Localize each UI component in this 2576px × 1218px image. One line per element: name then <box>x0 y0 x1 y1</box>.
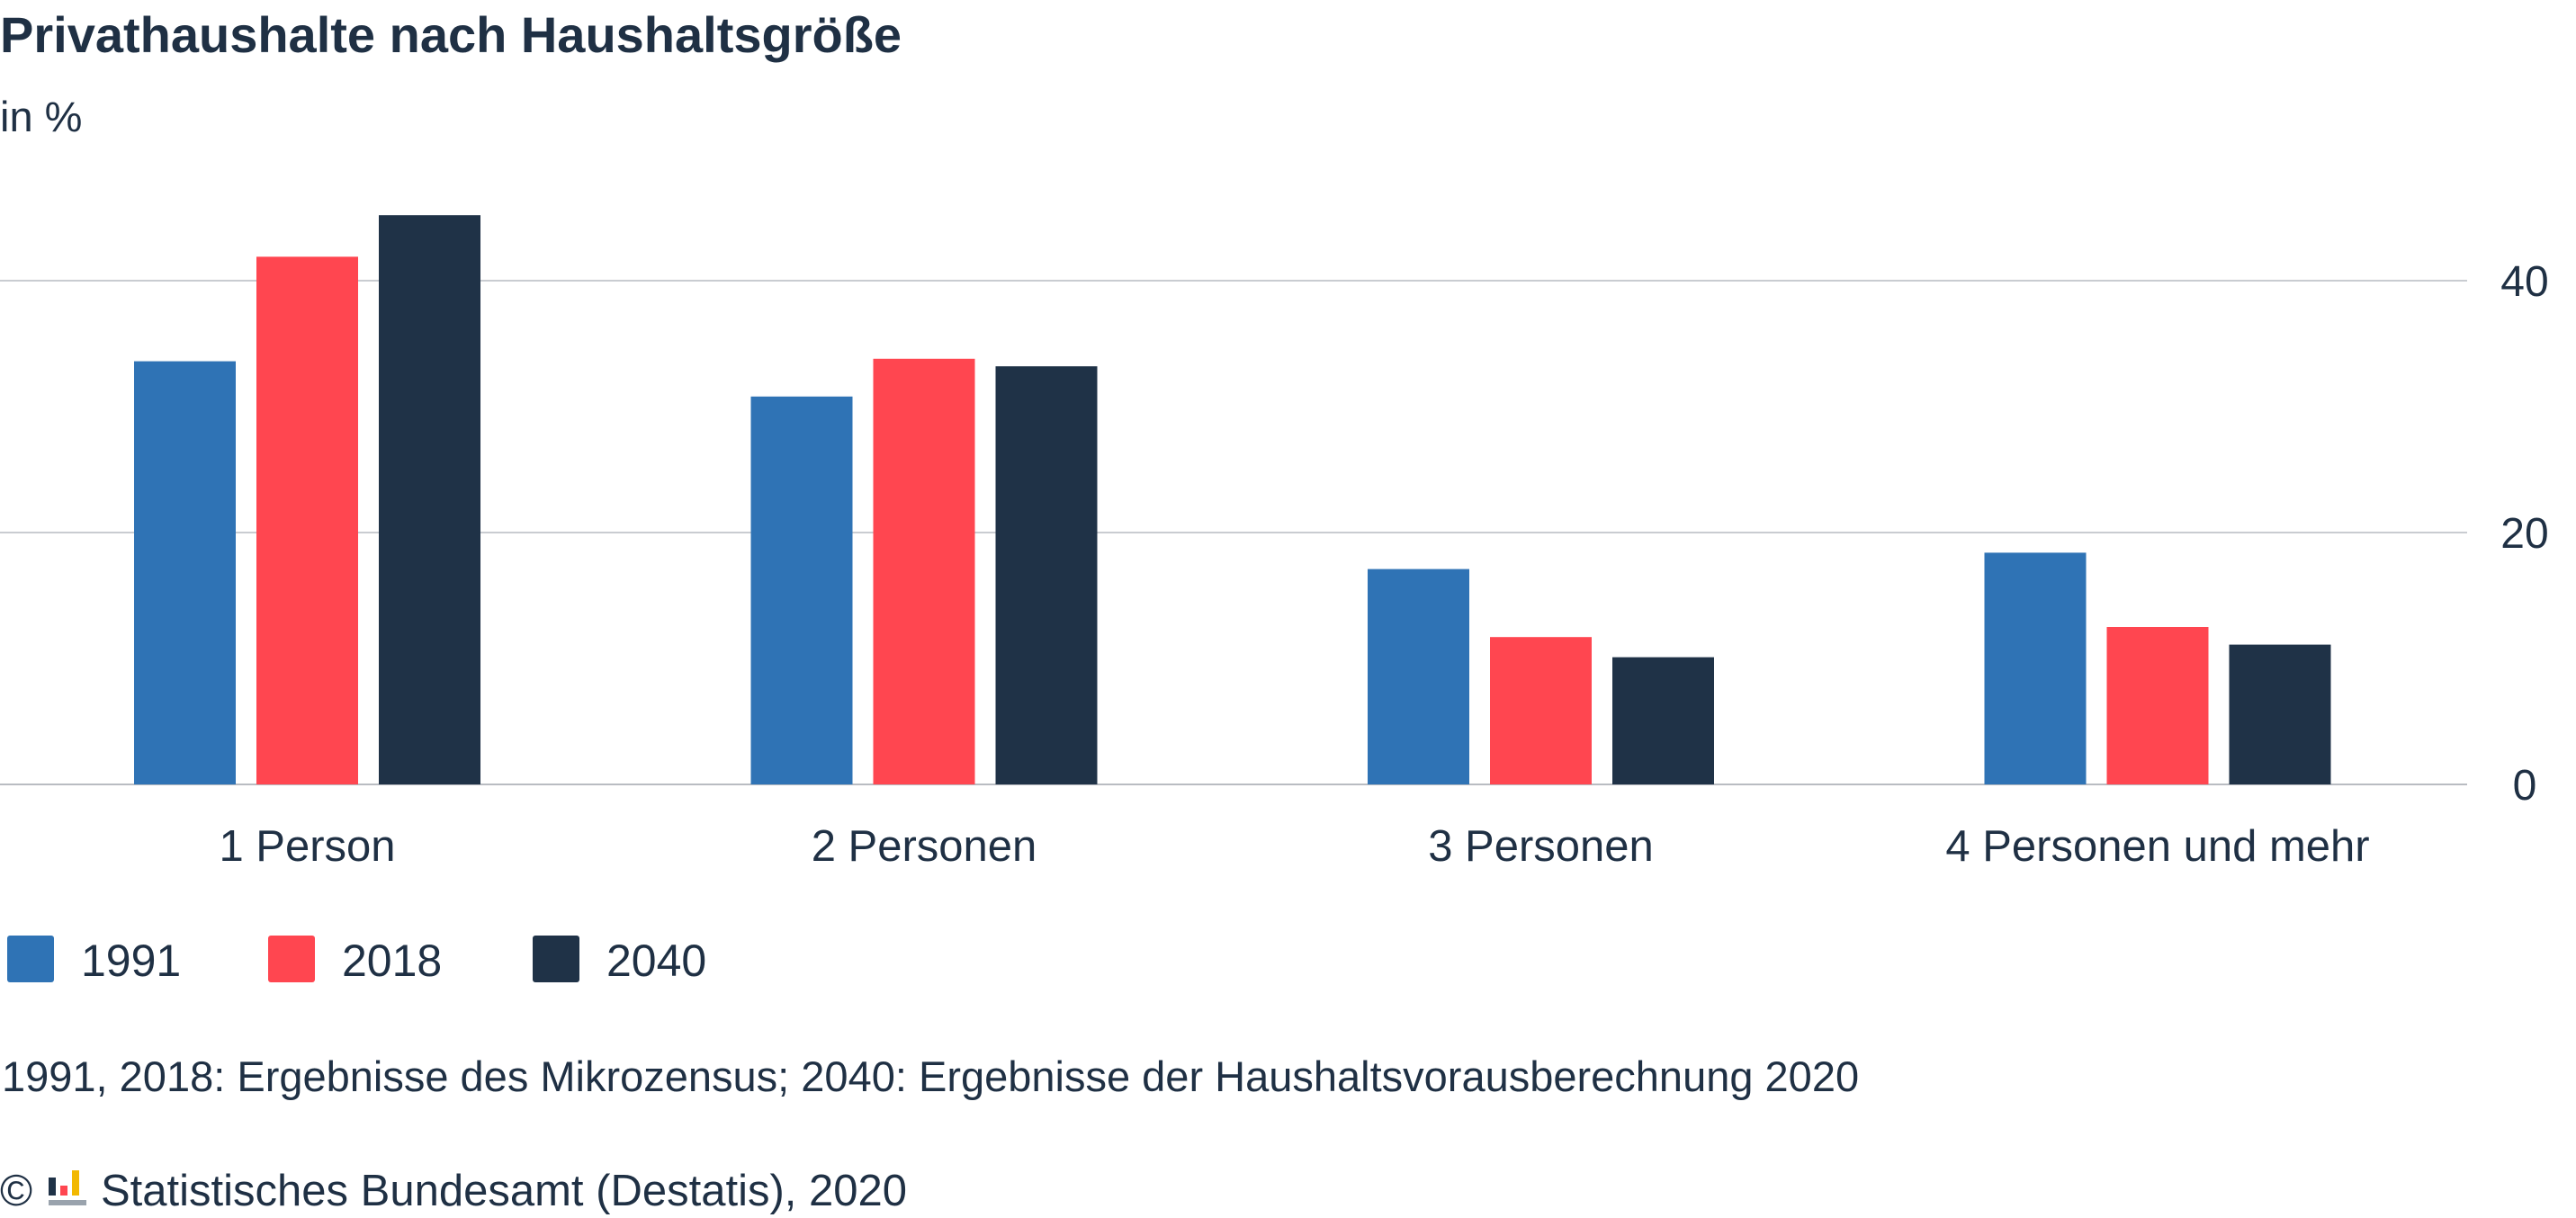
destatis-logo-icon <box>49 1170 86 1205</box>
source-text: Statistisches Bundesamt (Destatis), 2020 <box>101 1167 907 1215</box>
bar <box>1490 637 1592 784</box>
gridlines <box>0 280 2467 785</box>
legend: 1991 2018 2040 <box>7 936 706 986</box>
y-tick-label: 20 <box>2500 510 2548 558</box>
x-category-label: 3 Personen <box>1428 822 1654 871</box>
legend-swatch <box>7 936 54 982</box>
chart-subtitle: in % <box>0 93 82 140</box>
y-tick-label: 0 <box>2513 762 2537 810</box>
x-category-label: 4 Personen und mehr <box>1945 822 2369 871</box>
bar <box>2229 644 2331 784</box>
chart-note: 1991, 2018: Ergebnisse des Mikrozensus; … <box>2 1052 1859 1100</box>
bar <box>1984 552 2087 784</box>
legend-label: 2040 <box>606 936 706 986</box>
bar <box>1368 569 1469 784</box>
bar <box>256 256 358 784</box>
x-category-label: 1 Person <box>219 822 395 871</box>
x-axis-categories: 1 Person 2 Personen 3 Personen 4 Personen u… <box>219 822 2369 871</box>
copyright-symbol: © <box>0 1167 32 1215</box>
bars <box>134 215 2331 784</box>
source-line: © Statistisches Bundesamt (Destatis), 20… <box>0 1167 907 1215</box>
y-axis-ticks: 0 20 40 <box>2500 258 2548 810</box>
chart-title: Privathaushalte nach Haushaltsgröße <box>0 6 902 63</box>
bar <box>134 361 236 784</box>
legend-label: 2018 <box>342 936 442 986</box>
bar <box>379 215 480 784</box>
legend-label: 1991 <box>81 936 181 986</box>
legend-swatch <box>268 936 315 982</box>
bar <box>1612 657 1714 784</box>
bar <box>2106 627 2209 784</box>
bar <box>995 366 1098 784</box>
bar <box>750 396 853 784</box>
bar <box>873 358 975 784</box>
legend-swatch <box>533 936 579 982</box>
x-category-label: 2 Personen <box>812 822 1037 871</box>
y-tick-label: 40 <box>2500 258 2548 306</box>
